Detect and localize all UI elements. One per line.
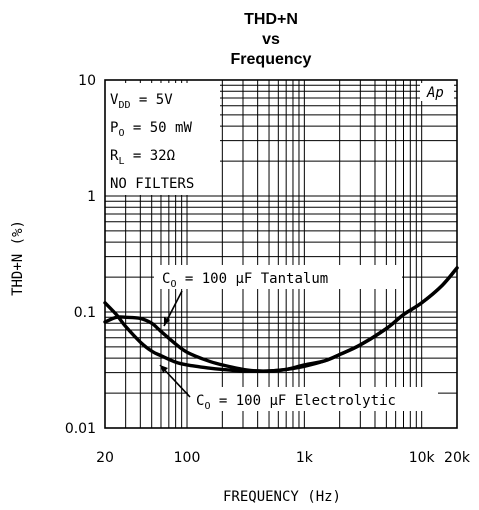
chart-title-line3: Frequency — [231, 51, 312, 68]
x-tick-label: 20 — [96, 450, 114, 466]
chart-title-line2: vs — [262, 31, 280, 48]
chart-title-line1: THD+N — [244, 11, 298, 28]
x-tick-label: 10k — [409, 450, 436, 466]
y-axis-label: THD+N (%) — [10, 220, 26, 296]
y-tick-label: 1 — [87, 189, 96, 205]
watermark-text: Ap — [426, 85, 444, 101]
x-tick-label: 20k — [444, 450, 471, 466]
y-tick-label: 10 — [78, 73, 96, 89]
condition-filters: NO FILTERS — [110, 176, 194, 192]
x-axis-label: FREQUENCY (Hz) — [223, 489, 341, 505]
y-tick-label: 0.1 — [74, 305, 96, 321]
x-tick-label: 100 — [174, 450, 201, 466]
x-tick-label: 1k — [296, 450, 314, 466]
y-tick-label: 0.01 — [65, 421, 96, 437]
